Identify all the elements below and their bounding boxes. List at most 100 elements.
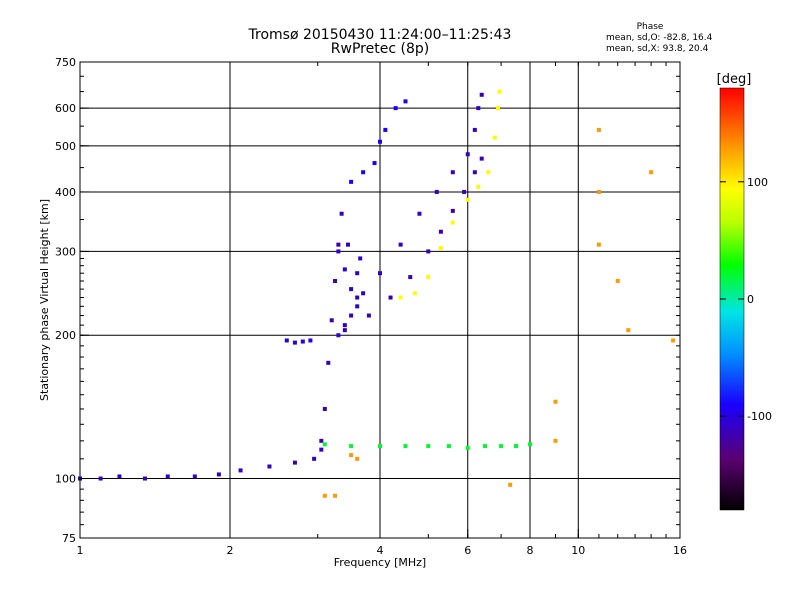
y-tick-label: 500 [55,140,76,153]
echo-point [319,447,324,452]
echo-point [438,229,443,234]
x-tick-label: 10 [571,544,585,557]
x-tick-label: 8 [527,544,534,557]
echo-point [117,474,122,479]
echo-point [403,444,408,449]
echo-point [528,442,532,447]
chart-title: Tromsø 20150430 11:24:00–11:25:43 [248,27,512,43]
echo-point [342,323,347,328]
echo-point [349,179,354,184]
chart-subtitle: RwPretec (8p) [330,41,430,57]
echo-point [393,106,398,111]
echo-point [333,493,338,498]
echo-point [349,287,354,292]
echo-point [342,328,347,333]
echo-point [398,242,403,247]
echo-point [308,338,313,343]
echo-point [339,211,344,216]
echo-point [355,295,360,300]
echo-point [408,275,413,280]
echo-point [403,99,408,104]
echo-point [358,256,363,261]
echo-point [497,89,502,94]
echo-point [626,328,631,333]
y-tick-label: 750 [55,56,76,69]
echo-point [398,295,403,300]
echo-point [476,184,481,189]
echo-point [615,279,620,284]
phase-stats-heading: Phase [636,22,664,32]
echo-point [649,170,654,175]
echo-point [366,313,371,318]
echo-point [417,211,422,216]
echo-point [329,318,334,323]
echo-point [165,474,170,479]
echo-point [486,170,491,175]
echo-point [355,271,360,276]
phase-stats-x-mode: mean, sd,X: 93.8, 20.4 [606,44,709,54]
echo-point [426,444,431,449]
echo-point [345,242,350,247]
echo-point [426,275,431,280]
echo-point [292,340,297,345]
echo-point [216,472,221,477]
echo-point [596,242,601,247]
echo-point [472,127,477,132]
echo-point [355,456,360,461]
echo-point [553,438,558,443]
echo-point [267,464,272,469]
echo-point [465,445,470,450]
y-axis-label: Stationary phase Virtual Height [km] [38,199,51,401]
echo-point [300,339,305,344]
echo-point [446,444,451,449]
echo-point [319,438,324,443]
colorbar-unit-label: [deg] [717,72,752,87]
echo-point [596,189,601,194]
echo-point [378,271,382,276]
echo-point [326,360,331,365]
echo-point [349,313,354,318]
echo-point [378,444,382,449]
echo-point [499,444,504,449]
echo-point [596,127,601,132]
echo-point [322,493,327,498]
echo-point [483,444,488,449]
echo-point [312,456,317,461]
echo-point [383,127,388,132]
colorbar-tick-label: -100 [747,410,772,423]
echo-point [336,333,341,338]
echo-point [671,338,676,343]
echo-point [450,220,455,225]
echo-point [479,92,484,97]
echo-point [284,338,289,343]
echo-point [450,170,455,175]
echo-point [378,139,382,144]
y-tick-label: 100 [55,473,76,486]
echo-point [336,242,341,247]
echo-point [355,304,360,309]
echo-point [426,249,431,254]
colorbar-tick-label: 100 [747,176,768,189]
echo-point [238,468,243,473]
echo-point [372,161,377,166]
echo-point [472,170,477,175]
echo-point [438,246,443,251]
phase-stats-o-mode: mean, sd,O: -82.8, 16.4 [606,33,713,43]
echo-point [450,208,455,213]
echo-point [349,453,354,458]
echo-point [322,442,327,447]
echo-point [361,291,366,296]
echo-point [412,291,417,296]
y-tick-label: 400 [55,186,76,199]
y-tick-label: 200 [55,329,76,342]
y-tick-label: 75 [62,532,76,545]
x-tick-label: 4 [377,544,384,557]
colorbar-tick-label: 0 [747,293,754,306]
y-tick-label: 300 [55,245,76,258]
x-tick-label: 16 [673,544,687,557]
y-tick-label: 600 [55,102,76,115]
echo-point [434,189,439,194]
echo-point [553,399,558,404]
echo-point [361,170,366,175]
